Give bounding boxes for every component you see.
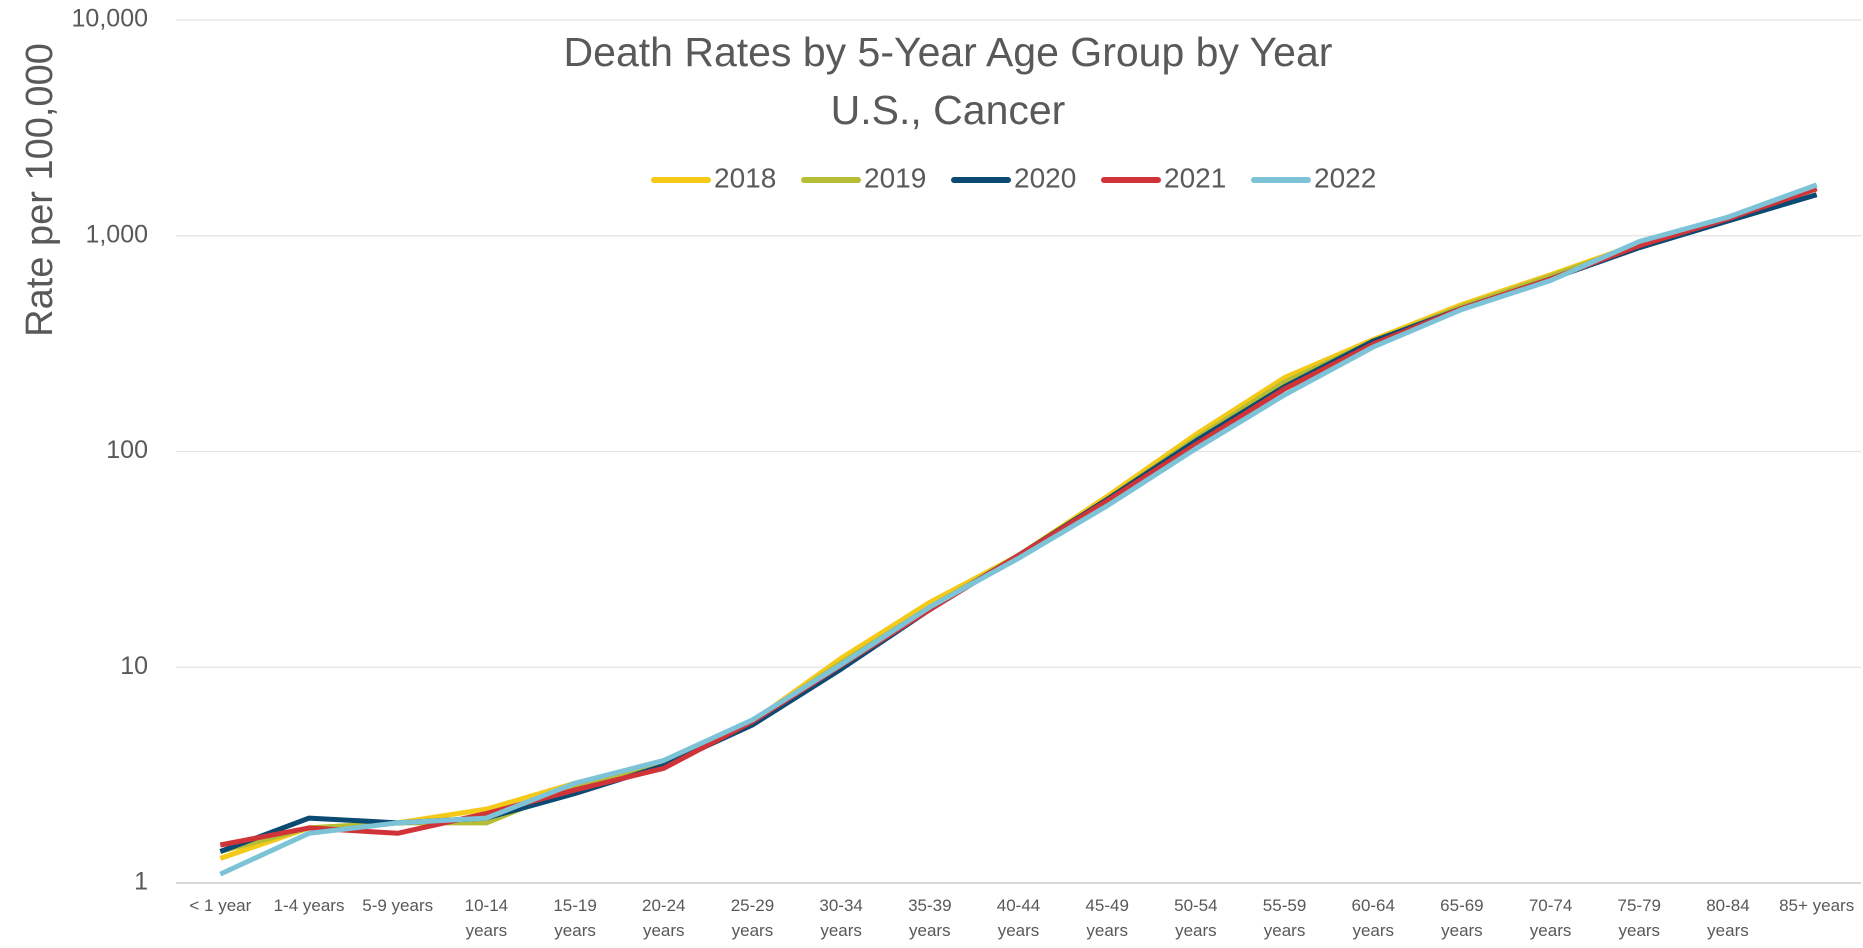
legend-label: 2020 bbox=[1014, 162, 1076, 193]
x-tick-label-box: 1-4 years bbox=[273, 896, 345, 915]
x-tick-label: 30-34 years bbox=[819, 896, 863, 940]
x-tick-label-box: 45-49 years bbox=[1085, 896, 1129, 940]
x-tick-label-box: 20-24 years bbox=[642, 896, 686, 940]
x-tick-label: 50-54 years bbox=[1174, 896, 1218, 940]
x-tick-label-box: 5-9 years bbox=[362, 896, 434, 915]
x-tick-label-box: 65-69 years bbox=[1440, 896, 1484, 940]
y-tick-label: 10,000 bbox=[72, 5, 148, 33]
x-tick-label: 85+ years bbox=[1779, 896, 1855, 915]
x-tick-label: 25-29 years bbox=[730, 896, 775, 940]
x-tick-label: 15-19 years bbox=[553, 896, 597, 940]
x-tick-label-box: 25-29 years bbox=[730, 896, 775, 940]
x-tick-label: 1-4 years bbox=[273, 896, 345, 915]
series-line bbox=[219, 186, 1818, 854]
x-tick-label-box: 55-59 years bbox=[1262, 896, 1307, 940]
x-tick-label-box: 75-79 years bbox=[1617, 896, 1662, 940]
series-line bbox=[219, 186, 1818, 848]
legend-label: 2018 bbox=[714, 162, 776, 193]
x-tick-label: 80-84 years bbox=[1706, 896, 1750, 940]
legend-label: 2022 bbox=[1314, 162, 1376, 193]
x-tick-label-box: 60-64 years bbox=[1351, 896, 1395, 940]
x-tick-label: 60-64 years bbox=[1351, 896, 1395, 940]
x-tick-label: 5-9 years bbox=[362, 896, 434, 915]
x-tick-label-box: 50-54 years bbox=[1174, 896, 1218, 940]
series-line bbox=[219, 182, 1818, 877]
legend-label: 2021 bbox=[1164, 162, 1226, 193]
x-tick-label: 75-79 years bbox=[1617, 896, 1662, 940]
x-tick-label: 10-14 years bbox=[464, 896, 509, 940]
x-tick-label: 45-49 years bbox=[1085, 896, 1129, 940]
x-tick-label: 65-69 years bbox=[1440, 896, 1484, 940]
series-line bbox=[219, 192, 1818, 854]
x-tick-label: 35-39 years bbox=[908, 896, 952, 940]
x-tick-label-box: 15-19 years bbox=[553, 896, 597, 940]
x-tick-label-box: 80-84 years bbox=[1706, 896, 1750, 940]
y-tick-label: 1,000 bbox=[85, 220, 148, 248]
x-tick-label: < 1 year bbox=[189, 896, 252, 915]
x-tick-label-box: 85+ years bbox=[1779, 896, 1855, 915]
x-tick-label: 55-59 years bbox=[1262, 896, 1307, 940]
y-tick-label: 1 bbox=[134, 868, 148, 896]
series-line bbox=[219, 186, 1818, 861]
chart-title: Death Rates by 5-Year Age Group by Year bbox=[564, 29, 1333, 75]
x-tick-label-box: 70-74 years bbox=[1528, 896, 1573, 940]
x-tick-label: 20-24 years bbox=[642, 896, 686, 940]
y-tick-label: 100 bbox=[106, 436, 148, 464]
x-tick-label: 70-74 years bbox=[1528, 896, 1573, 940]
x-tick-label: 40-44 years bbox=[996, 896, 1041, 940]
chart-subtitle: U.S., Cancer bbox=[831, 87, 1066, 133]
x-tick-label-box: < 1 year bbox=[189, 896, 252, 915]
x-tick-label-box: 10-14 years bbox=[464, 896, 509, 940]
x-tick-label-box: 35-39 years bbox=[908, 896, 952, 940]
legend-label: 2019 bbox=[864, 162, 926, 193]
x-tick-label-box: 40-44 years bbox=[996, 896, 1041, 940]
y-axis-label: Rate per 100,000 bbox=[19, 43, 61, 337]
y-tick-label: 10 bbox=[120, 652, 148, 680]
x-tick-label-box: 30-34 years bbox=[819, 896, 863, 940]
